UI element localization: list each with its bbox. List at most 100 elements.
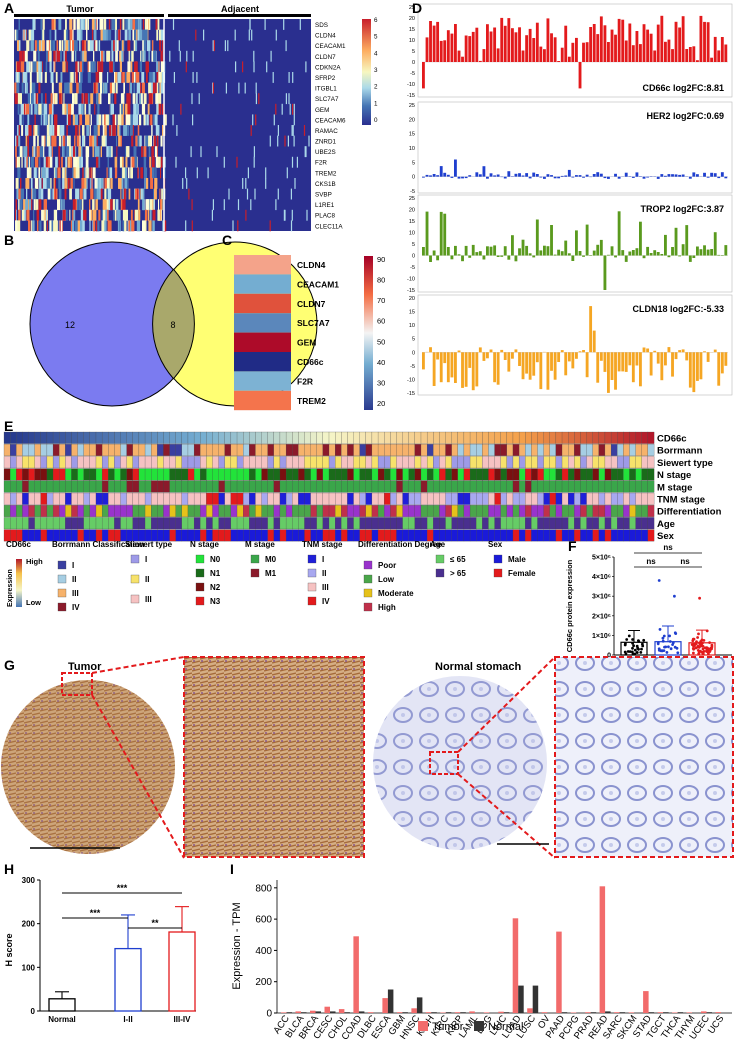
- d-bar: [592, 24, 596, 62]
- d-bar: [639, 44, 642, 62]
- d-bar: [535, 352, 539, 363]
- d-bar: [528, 176, 532, 179]
- i-bar: [512, 918, 519, 1013]
- panel-label-b: B: [4, 232, 14, 248]
- legend-item-label: I: [72, 561, 74, 570]
- legend-swatch: [57, 588, 67, 598]
- f-point: [661, 639, 665, 643]
- i-bar: [657, 1012, 664, 1013]
- gene-label: SDS: [315, 22, 328, 29]
- d-bar: [706, 352, 710, 362]
- f-point: [633, 648, 637, 652]
- d-bar: [660, 254, 664, 256]
- d-bar: [518, 27, 521, 62]
- i-ytick: 0: [266, 1009, 272, 1020]
- d-bar: [432, 25, 436, 63]
- h-ytick: 0: [31, 1007, 36, 1016]
- d-bar: [478, 60, 482, 62]
- legend-title: Borrmann Classification: [52, 540, 145, 549]
- d-bar: [546, 352, 550, 390]
- d-tick-label: 10: [409, 323, 415, 329]
- i-legend-swatch: [418, 1021, 428, 1031]
- d-bar: [468, 175, 472, 177]
- f-point: [671, 643, 674, 646]
- d-bar: [621, 250, 625, 256]
- d-bar: [603, 255, 607, 290]
- d-bar: [482, 49, 486, 62]
- heatmap-c-gene-label: CLDN4: [297, 260, 326, 270]
- d-bar: [543, 176, 546, 179]
- h-ytick: 200: [22, 920, 36, 929]
- panel-a-heatmap: Tumor Adjacent SDS CLDN4 CEACAM1 CLDN7 CDKN2…: [14, 4, 378, 232]
- d-bar: [443, 172, 447, 177]
- f-point: [702, 650, 706, 653]
- d-bar: [713, 36, 717, 62]
- d-bar: [617, 352, 621, 372]
- d-bar: [482, 352, 486, 361]
- heatmap-c-gene-label: F2R: [297, 376, 313, 386]
- d-tick-label: 5: [412, 337, 415, 343]
- d-bar: [671, 174, 674, 177]
- d-bar: [724, 44, 728, 62]
- f-point: [627, 634, 631, 638]
- d-bar: [525, 35, 529, 62]
- d-bar: [614, 352, 617, 390]
- d-bar: [482, 166, 486, 177]
- d-bar: [710, 249, 714, 256]
- f-point: [705, 649, 708, 653]
- d-bar: [656, 252, 660, 256]
- d-bar: [596, 172, 600, 177]
- d-tick-label: -10: [407, 377, 415, 383]
- d-bar: [496, 48, 500, 62]
- heatmap-c-cell: [234, 293, 291, 314]
- legend-swatch: [435, 554, 445, 564]
- f-point: [697, 651, 701, 654]
- d-bar: [507, 255, 511, 260]
- d-bar: [436, 21, 440, 62]
- i-bar: [460, 1012, 466, 1013]
- f-ytick: 5×10⁶: [592, 555, 611, 562]
- gene-label: CLDN4: [315, 33, 336, 40]
- ihc-tumor-title: Tumor: [68, 661, 102, 673]
- d-bar: [649, 352, 653, 376]
- d-bar: [454, 245, 457, 256]
- d-bar: [656, 176, 660, 179]
- f-point: [636, 646, 640, 650]
- d-bar: [621, 352, 625, 372]
- legend-item-label: N3: [210, 597, 221, 606]
- legend-item-label: Female: [508, 569, 536, 578]
- i-bar: [570, 1012, 577, 1013]
- i-bar: [672, 1012, 678, 1013]
- i-legend-label: Tumor: [432, 1021, 464, 1033]
- d-bar: [713, 232, 717, 256]
- h-annotation: ***: [117, 883, 128, 893]
- legend-item-label: III: [322, 583, 329, 592]
- d-bar: [688, 352, 692, 388]
- f-point: [623, 650, 627, 654]
- f-point: [657, 579, 661, 582]
- d-bar: [706, 22, 710, 62]
- d-bar: [546, 18, 550, 62]
- f-ytick: 2×10⁶: [592, 613, 611, 620]
- d-bar: [667, 255, 671, 258]
- d-bar: [614, 173, 617, 177]
- i-bar: [338, 1009, 345, 1013]
- d-bar: [475, 352, 479, 387]
- d-bar: [603, 176, 607, 179]
- i-bar: [367, 1012, 374, 1013]
- d-bar: [617, 211, 621, 256]
- f-point: [707, 652, 710, 656]
- d-bar: [617, 18, 621, 62]
- d-bar: [422, 352, 425, 370]
- i-bar: [701, 1011, 707, 1013]
- gene-label: SFRP2: [315, 75, 336, 82]
- d-bar: [567, 253, 571, 256]
- i-bar: [605, 1011, 611, 1013]
- d-bar: [550, 352, 553, 371]
- d-bar: [471, 352, 475, 391]
- i-ylabel: Expression - TPM: [231, 902, 243, 989]
- d-bar: [628, 352, 632, 366]
- d-bar: [546, 174, 550, 177]
- colorbar-a: [362, 19, 371, 125]
- f-point: [698, 642, 702, 646]
